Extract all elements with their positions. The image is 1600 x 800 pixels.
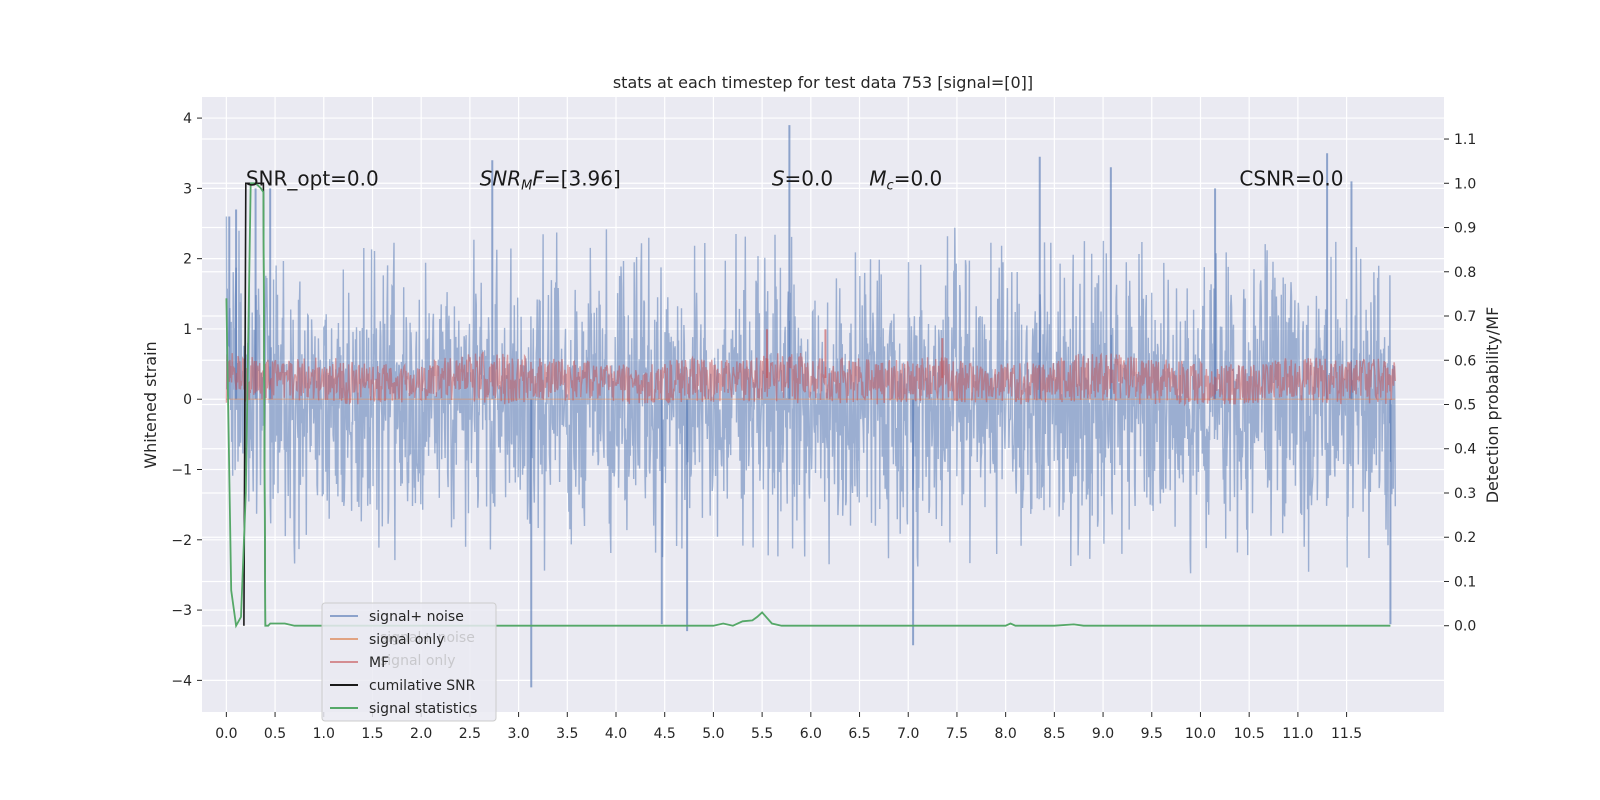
y2-tick-label: 0.2 bbox=[1454, 530, 1476, 546]
y-tick-label: −1 bbox=[171, 463, 192, 479]
x-tick-label: 4.5 bbox=[654, 726, 676, 742]
x-tick-label: 5.0 bbox=[702, 726, 724, 742]
legend-ghost-text: signal only bbox=[380, 653, 455, 669]
y-tick-label: −4 bbox=[171, 673, 192, 689]
x-tick-label: 2.0 bbox=[410, 726, 432, 742]
legend-entry: signal only bbox=[369, 632, 444, 648]
y-tick-label: −3 bbox=[171, 603, 192, 619]
legend-box bbox=[321, 602, 497, 722]
x-tick-label: 8.5 bbox=[1043, 726, 1065, 742]
x-tick-label: 2.5 bbox=[459, 726, 481, 742]
legend-entry: signal statistics bbox=[369, 701, 477, 717]
x-tick-label: 4.0 bbox=[605, 726, 627, 742]
annotation-snr-mf: SNRMF=[3.96] bbox=[480, 166, 621, 193]
y-tick-label: 2 bbox=[183, 252, 192, 268]
legend-entry: signal+ noise bbox=[369, 609, 464, 625]
y2-tick-label: 0.4 bbox=[1454, 442, 1476, 458]
x-tick-label: 11.5 bbox=[1331, 726, 1362, 742]
y-tick-label: 0 bbox=[183, 392, 192, 408]
y2-axis-label: Detection probability/MF bbox=[1483, 307, 1502, 504]
y2-tick-label: 1.0 bbox=[1454, 176, 1476, 192]
y-tick-label: 4 bbox=[183, 111, 192, 127]
annotation-mc-stat: Mc=0.0 bbox=[869, 166, 942, 193]
y2-tick-label: 0.8 bbox=[1454, 265, 1476, 281]
x-tick-label: 10.5 bbox=[1234, 726, 1265, 742]
x-tick-label: 7.5 bbox=[946, 726, 968, 742]
x-tick-label: 7.0 bbox=[897, 726, 919, 742]
x-tick-label: 10.0 bbox=[1185, 726, 1216, 742]
annotation-snr-opt: SNR_opt=0.0 bbox=[246, 166, 379, 190]
series-signal-statistics bbox=[225, 182, 1391, 629]
x-tick-label: 1.0 bbox=[313, 726, 335, 742]
y2-tick-label: 0.1 bbox=[1454, 574, 1476, 590]
x-tick-label: 8.0 bbox=[995, 726, 1017, 742]
x-tick-label: 6.0 bbox=[800, 726, 822, 742]
series-mf bbox=[225, 351, 1396, 407]
chart-title: stats at each timestep for test data 753… bbox=[613, 73, 1033, 92]
x-tick-label: 9.5 bbox=[1141, 726, 1163, 742]
y-tick-label: 1 bbox=[183, 322, 192, 338]
legend-entry: cumilative SNR bbox=[369, 678, 476, 694]
legend-entry: MF bbox=[369, 655, 389, 671]
x-tick-label: 1.5 bbox=[361, 726, 383, 742]
legend-ghost-text: signal+ noise bbox=[380, 630, 475, 646]
y2-tick-label: 0.6 bbox=[1454, 353, 1476, 369]
y-axis-label: Whitened strain bbox=[141, 341, 160, 468]
y2-tick-label: 0.0 bbox=[1454, 619, 1476, 635]
annotation-csnr: CSNR=0.0 bbox=[1239, 166, 1343, 190]
y2-tick-label: 0.7 bbox=[1454, 309, 1476, 325]
y2-tick-label: 1.1 bbox=[1454, 132, 1476, 148]
x-tick-label: 6.5 bbox=[848, 726, 870, 742]
x-tick-label: 11.0 bbox=[1282, 726, 1313, 742]
annotations: SNR_opt=0.0 SNRMF=[3.96] S=0.0 Mc=0.0 CSNR=0… bbox=[246, 166, 1344, 193]
y2-tick-label: 0.3 bbox=[1454, 486, 1476, 502]
series-layer bbox=[225, 125, 1396, 688]
ticks: 0.0 0.5 1.0 1.5 2.0 2.5 3.0 3.5 4.0 4.5 5.0 5.5 6.0 6… bbox=[171, 111, 1476, 742]
series-signal-noise bbox=[225, 216, 1396, 574]
y-tick-label: −2 bbox=[171, 533, 192, 549]
x-tick-label: 0.0 bbox=[215, 726, 237, 742]
x-tick-label: 0.5 bbox=[264, 726, 286, 742]
x-tick-label: 3.5 bbox=[556, 726, 578, 742]
x-tick-label: 9.0 bbox=[1092, 726, 1114, 742]
x-tick-label: 3.0 bbox=[507, 726, 529, 742]
y2-tick-label: 0.9 bbox=[1454, 221, 1476, 237]
x-tick-label: 5.5 bbox=[751, 726, 773, 742]
y2-tick-label: 0.5 bbox=[1454, 398, 1476, 414]
annotation-s-stat: S=0.0 bbox=[772, 166, 833, 190]
y-tick-label: 3 bbox=[183, 181, 192, 197]
